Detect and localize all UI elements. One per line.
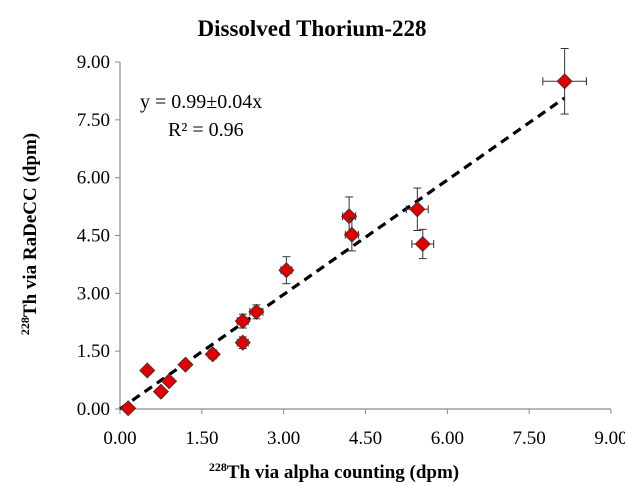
data-point — [341, 208, 358, 225]
data-point — [343, 226, 360, 243]
data-point — [120, 400, 137, 417]
x-axis-title: 228Th via alpha counting (dpm) — [209, 460, 459, 483]
x-tick-label: 4.50 — [349, 428, 382, 449]
x-tick-label: 0.00 — [103, 428, 136, 449]
data-point — [139, 362, 156, 379]
r-squared-annotation: R² = 0.96 — [168, 119, 244, 141]
data-point — [248, 303, 265, 320]
y-tick-label: 3.00 — [77, 283, 110, 304]
y-tick-label: 7.50 — [77, 110, 110, 131]
equation-annotation: y = 0.99±0.04x — [140, 91, 262, 113]
x-axis-title-text: Th via alpha counting (dpm) — [227, 462, 459, 483]
data-point — [278, 262, 295, 279]
data-point — [152, 383, 169, 400]
data-point — [234, 313, 251, 330]
x-tick-label: 7.50 — [513, 428, 546, 449]
x-tick-label: 3.00 — [267, 428, 300, 449]
y-axis-title-text: Th via RaDeCC (dpm) — [20, 133, 41, 317]
x-tick-label: 1.50 — [185, 428, 218, 449]
y-axis-title: 228Th via RaDeCC (dpm) — [18, 133, 41, 335]
x-tick-label: 6.00 — [431, 428, 464, 449]
data-point — [177, 356, 194, 373]
y-tick-label: 4.50 — [77, 226, 110, 247]
y-tick-label: 9.00 — [77, 52, 110, 73]
plot-area: 0.00 1.50 3.00 4.50 6.00 7.50 9.00 0.00 1.50 3.00… — [77, 48, 625, 449]
data-point — [409, 201, 426, 218]
data-point — [234, 334, 251, 351]
trendline — [119, 96, 566, 411]
x-axis-title-superscript: 228 — [209, 460, 227, 474]
y-tick-label: 1.50 — [77, 341, 110, 362]
y-tick-label: 6.00 — [77, 168, 110, 189]
data-point — [204, 346, 221, 363]
x-tick-label: 9.00 — [594, 428, 625, 449]
chart-title: Dissolved Thorium-228 — [198, 16, 427, 41]
data-point — [414, 235, 431, 253]
data-point — [556, 73, 573, 90]
data-point — [161, 373, 178, 390]
y-axis-title-superscript: 228 — [18, 317, 32, 335]
y-tick-label: 0.00 — [77, 399, 110, 420]
